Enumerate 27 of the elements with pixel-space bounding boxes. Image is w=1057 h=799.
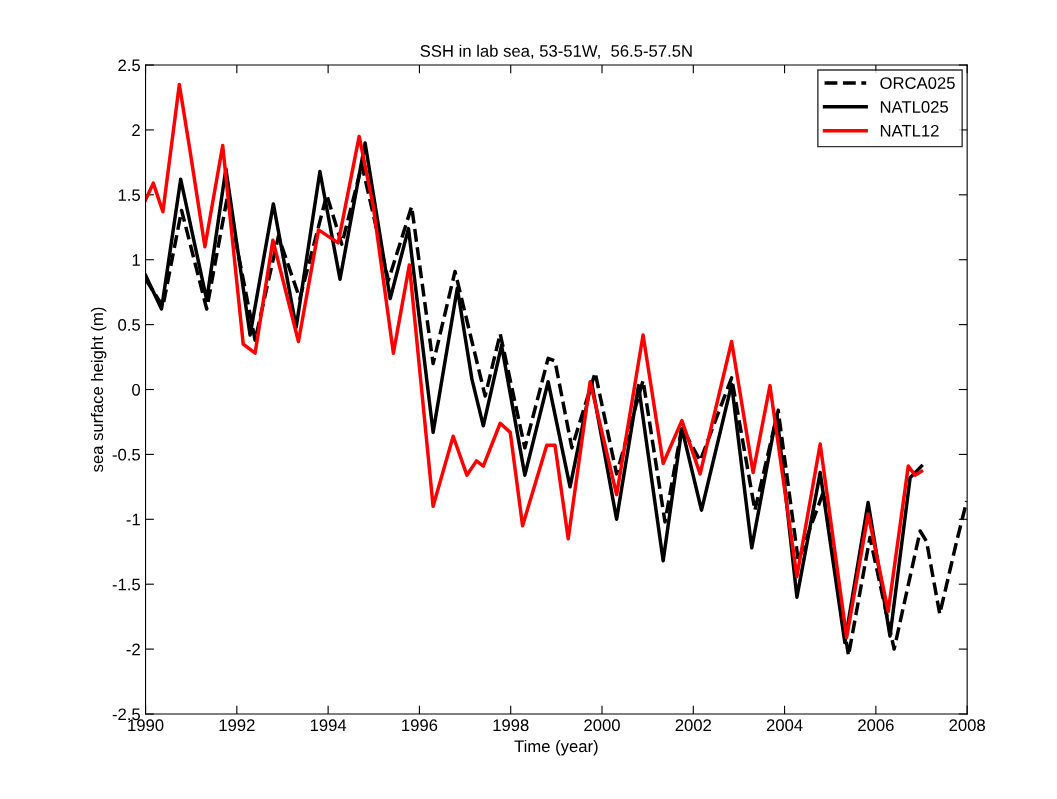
x-tick-label: 2006 — [858, 719, 894, 732]
y-tick-label: -1 — [126, 513, 140, 526]
y-tick-label: -2 — [126, 643, 140, 656]
y-tick-label: 2 — [132, 124, 140, 136]
x-tick-label: 2008 — [949, 719, 985, 732]
y-tick-label: -2.5 — [112, 708, 140, 721]
x-tick-label: 1994 — [310, 719, 347, 732]
y-tick-label: 0.5 — [118, 319, 140, 331]
x-tick-label: 1990 — [128, 719, 164, 732]
y-tick-label: 0 — [132, 383, 141, 396]
legend-label: ORCA025 — [880, 77, 955, 89]
x-tick-label: 1996 — [402, 719, 438, 732]
y-tick-label: 1.5 — [118, 189, 140, 202]
y-tick-label: 1 — [132, 254, 140, 266]
y-tick-label: 2.5 — [118, 59, 140, 72]
x-tick-label: 1992 — [219, 719, 255, 732]
x-tick-label: 2004 — [766, 719, 803, 732]
x-axis-title: Time (year) — [514, 739, 598, 756]
chart-title: SSH in lab sea, 53-51W, 56.5-57.5N — [420, 44, 692, 59]
x-tick-label: 2000 — [584, 719, 620, 732]
y-axis-title: sea surface height (m) — [90, 307, 107, 472]
y-tick-label: -1.5 — [112, 578, 140, 591]
x-tick-label: 2002 — [675, 719, 711, 732]
legend-label: NATL12 — [880, 124, 939, 137]
y-tick-label: -0.5 — [112, 448, 140, 461]
x-tick-label: 1998 — [493, 719, 529, 732]
legend-label: NATL025 — [880, 101, 949, 113]
